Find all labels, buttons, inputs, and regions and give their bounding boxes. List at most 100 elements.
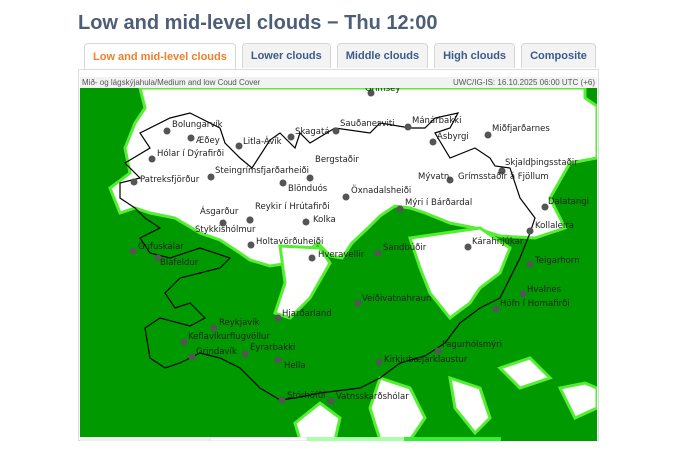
cloud-cover-map[interactable]: Grímsey Bolungarvík Æðey Hólar í Dýrafirði P… (80, 88, 597, 440)
station-35[interactable]: Höfn í Hornafirði (492, 299, 570, 313)
station-9[interactable]: Mánárbakki (404, 116, 462, 131)
station-label: Steingrímsfjarðarheiði (215, 166, 309, 176)
station-36[interactable]: Hjarðarland (274, 309, 332, 322)
station-label: Höfn í Hornafirði (500, 299, 570, 309)
station-26[interactable]: Holtavörðuheiði (247, 237, 324, 249)
station-24[interactable]: Kollaleira (526, 221, 574, 235)
station-dot (492, 305, 500, 313)
station-dot (163, 127, 171, 135)
station-38[interactable]: Keflavíkurflugvöllur (180, 332, 271, 346)
station-34[interactable]: Hvalnes (519, 285, 562, 298)
tab-bar: Low and mid-level clouds Lower clouds Mi… (84, 43, 596, 70)
station-44[interactable]: Stórhöfði (278, 390, 326, 404)
station-dot (526, 227, 534, 235)
station-dot (375, 358, 383, 366)
tab-lower-clouds[interactable]: Lower clouds (241, 43, 331, 68)
tab-middle-clouds[interactable]: Middle clouds (336, 43, 429, 68)
station-dot (241, 350, 249, 358)
station-dot (130, 178, 138, 186)
station-dot (327, 397, 335, 405)
station-label: Mánárbakki (412, 116, 461, 126)
station-37[interactable]: Reykjavík (210, 318, 260, 332)
station-19[interactable]: Mýri í Bárðardal (396, 198, 473, 213)
station-label: Sauðanesviti (340, 119, 395, 129)
station-dot (129, 247, 137, 255)
station-3[interactable]: Æðey (187, 134, 220, 147)
station-label: Kolka (313, 215, 336, 225)
station-dot (434, 347, 442, 355)
station-30[interactable]: Hveravellir (308, 250, 365, 262)
station-label: Teigarhorn (534, 256, 580, 266)
station-5[interactable]: Patreksfjörður (130, 175, 200, 186)
station-label: Grímsstaðir á Fjöllum (458, 172, 549, 182)
clear-sky-areas (108, 88, 597, 440)
station-8[interactable]: Sauðanesviti (332, 119, 395, 135)
station-label: Mývatn (418, 172, 449, 182)
station-label: Hveravellir (318, 250, 365, 260)
station-31[interactable]: Sandbúðir (374, 243, 427, 257)
station-10[interactable]: Ásbyrgi (429, 130, 469, 146)
tab-low-mid-clouds[interactable]: Low and mid-level clouds (84, 43, 236, 70)
station-dot (484, 131, 492, 139)
station-27[interactable]: Kárahnjúkar (464, 237, 524, 251)
station-16[interactable]: Grímsstaðir á Fjöllum (458, 167, 549, 183)
station-11[interactable]: Miðfjarðarnes (484, 124, 551, 139)
station-29[interactable]: Bláfeldur (154, 254, 199, 269)
station-label: Mýri í Bárðardal (405, 198, 472, 208)
station-41[interactable]: Hella (274, 356, 306, 372)
station-dot (187, 134, 195, 142)
station-dot (235, 142, 243, 150)
station-dot (287, 133, 295, 141)
station-label: Ásgarður (200, 205, 239, 217)
station-label: Fagurhólsmýri (442, 339, 502, 350)
station-label: Gufuskálar (138, 242, 184, 252)
station-7[interactable]: Skagatá (287, 127, 330, 141)
station-12[interactable]: Steingrímsfjarðarheiði (207, 166, 310, 181)
tab-composite[interactable]: Composite (521, 43, 596, 68)
station-23[interactable]: Kolka (302, 215, 336, 226)
station-label: Reykir í Hrútafirði (255, 202, 330, 212)
station-dot (210, 324, 218, 332)
station-label: Reykjavík (219, 318, 260, 328)
tab-high-clouds[interactable]: High clouds (434, 43, 516, 68)
station-1[interactable]: Grímsey (365, 88, 400, 97)
station-dot (367, 89, 375, 97)
station-label: Kirkjubæjarklaustur (384, 355, 468, 365)
station-4[interactable]: Hólar í Dýrafirði (148, 148, 225, 163)
station-dot (354, 299, 362, 307)
station-6[interactable]: Litla-Ávík (235, 135, 282, 150)
station-dot (154, 254, 162, 262)
station-18[interactable]: Öxnadalsheiði (342, 185, 412, 201)
station-43[interactable]: Kirkjubæjarklaustur (375, 355, 468, 366)
station-dot (332, 127, 340, 135)
map-caption-left: Mið- og lágskýjahula/Medium and low Coud… (82, 78, 261, 87)
station-42[interactable]: Fagurhólsmýri (434, 339, 503, 355)
station-dot (429, 138, 437, 146)
station-39[interactable]: Grindavík (188, 347, 237, 361)
station-40[interactable]: Eyrarbakki (241, 343, 296, 358)
map-caption-bar: Mið- og lágskýjahula/Medium and low Coud… (80, 77, 597, 88)
station-label: Grímsey (365, 88, 400, 94)
station-2[interactable]: Bolungarvík (163, 120, 223, 135)
station-22[interactable]: Reykir í Hrútafirði (246, 202, 330, 224)
station-label: Grindavík (196, 347, 237, 357)
station-dot (342, 193, 350, 201)
station-20[interactable]: Dalatangi (541, 197, 590, 211)
station-dot (446, 176, 454, 184)
station-label: Bláfeldur (160, 258, 199, 268)
station-dot (247, 241, 255, 249)
station-45[interactable]: Vatnsskarðshólar (327, 391, 410, 405)
station-28[interactable]: Gufuskálar (129, 242, 185, 255)
station-label: Keflavíkurflugvöllur (188, 332, 270, 342)
station-dot (526, 260, 534, 268)
station-label: Stykkishólmur (195, 224, 256, 235)
station-17[interactable]: Mývatn (418, 172, 454, 184)
station-33[interactable]: Veiðivatnahraun (354, 294, 432, 307)
station-13[interactable]: Bergstaðir (306, 155, 360, 182)
station-dot (279, 179, 287, 187)
station-label: Hella (284, 361, 306, 371)
station-32[interactable]: Teigarhorn (526, 256, 580, 268)
station-25[interactable]: Stykkishólmur (195, 219, 256, 236)
station-14[interactable]: Blönduós (279, 179, 328, 195)
station-label: Eyrarbakki (250, 343, 295, 353)
